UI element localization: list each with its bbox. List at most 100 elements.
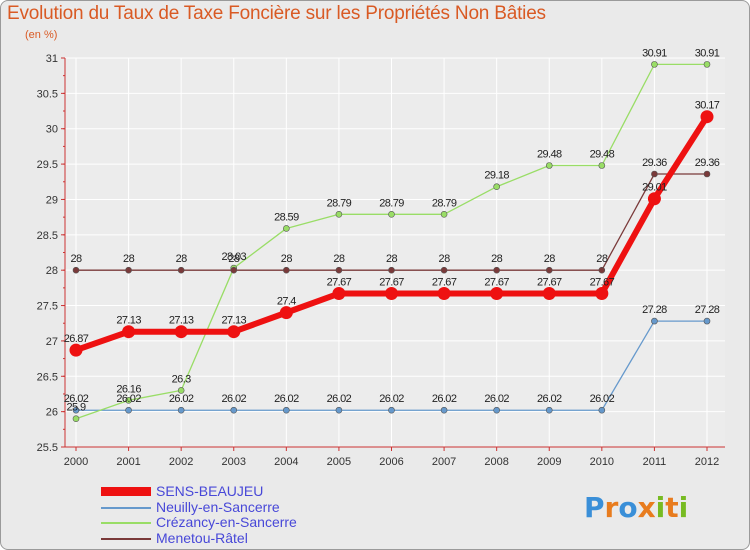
data-label-sens-beaujeu: 27.67 bbox=[590, 277, 615, 289]
logo-letter: P bbox=[584, 491, 605, 524]
data-point-crezancy-en-sancerre bbox=[598, 162, 606, 169]
data-point-menetou-ratel bbox=[230, 266, 238, 274]
data-label-sens-beaujeu: 27.67 bbox=[327, 277, 352, 289]
plot-area bbox=[65, 58, 725, 447]
tick-label-x: 2011 bbox=[643, 456, 667, 468]
data-label-neuilly-en-sancerre: 26.02 bbox=[484, 393, 509, 405]
data-label-menetou-ratel: 28 bbox=[123, 253, 135, 265]
data-point-menetou-ratel bbox=[545, 266, 553, 274]
data-point-menetou-ratel bbox=[493, 266, 500, 274]
data-label-menetou-ratel: 28 bbox=[491, 253, 503, 265]
data-label-menetou-ratel: 29.36 bbox=[642, 157, 667, 169]
data-label-sens-beaujeu: 27.13 bbox=[169, 315, 194, 327]
data-point-neuilly-en-sancerre bbox=[283, 406, 290, 414]
tick-label-y: 26.5 bbox=[37, 371, 58, 383]
data-label-crezancy-en-sancerre: 28.59 bbox=[274, 211, 299, 223]
data-point-neuilly-en-sancerre bbox=[72, 406, 80, 414]
data-point-sens-beaujeu bbox=[700, 110, 714, 124]
logo-letter: o bbox=[618, 491, 638, 524]
data-label-crezancy-en-sancerre: 29.18 bbox=[484, 170, 509, 182]
data-label-sens-beaujeu: 30.17 bbox=[695, 100, 720, 112]
data-label-crezancy-en-sancerre: 26.3 bbox=[172, 373, 191, 385]
legend-label-crezancy: Crézancy-en-Sancerre bbox=[156, 514, 297, 530]
logo-letter: i bbox=[655, 491, 666, 524]
data-point-neuilly-en-sancerre bbox=[177, 406, 185, 414]
data-point-menetou-ratel bbox=[125, 266, 132, 274]
data-point-sens-beaujeu bbox=[122, 325, 136, 339]
unit-label: (en %) bbox=[25, 29, 58, 41]
data-point-sens-beaujeu bbox=[385, 287, 398, 301]
data-label-crezancy-en-sancerre: 28.79 bbox=[432, 197, 457, 209]
data-label-menetou-ratel: 28 bbox=[333, 253, 345, 265]
data-label-crezancy-en-sancerre: 28.03 bbox=[221, 251, 246, 263]
tick-label-x: 2006 bbox=[379, 456, 403, 468]
data-label-neuilly-en-sancerre: 26.02 bbox=[221, 393, 246, 405]
legend-label-sens-beaujeu: SENS-BEAUJEU bbox=[156, 483, 264, 499]
data-label-menetou-ratel: 28 bbox=[281, 253, 293, 265]
data-label-sens-beaujeu: 27.4 bbox=[277, 296, 296, 308]
data-label-crezancy-en-sancerre: 30.91 bbox=[695, 47, 720, 59]
data-point-menetou-ratel bbox=[177, 266, 185, 274]
data-label-menetou-ratel: 28 bbox=[70, 253, 82, 265]
data-label-neuilly-en-sancerre: 26.02 bbox=[116, 393, 141, 405]
series-menetou-ratel bbox=[72, 170, 711, 274]
tick-label-x: 2009 bbox=[537, 456, 561, 468]
data-point-neuilly-en-sancerre bbox=[545, 406, 553, 414]
data-label-crezancy-en-sancerre: 26.16 bbox=[116, 383, 141, 395]
tick-label-x: 2000 bbox=[64, 456, 88, 468]
data-point-neuilly-en-sancerre bbox=[598, 406, 606, 414]
data-point-crezancy-en-sancerre bbox=[283, 225, 290, 232]
tick-label-x: 2004 bbox=[274, 456, 298, 468]
series-neuilly-en-sancerre bbox=[72, 317, 711, 414]
tick-label-y: 29.5 bbox=[37, 159, 58, 171]
tick-label-y: 27 bbox=[46, 336, 58, 348]
data-label-sens-beaujeu: 27.67 bbox=[537, 277, 562, 289]
data-point-neuilly-en-sancerre bbox=[335, 406, 343, 414]
data-label-menetou-ratel: 28 bbox=[544, 253, 556, 265]
logo-letter: i bbox=[678, 491, 689, 524]
tick-label-y: 26 bbox=[46, 407, 58, 419]
data-point-crezancy-en-sancerre bbox=[440, 211, 448, 218]
data-label-sens-beaujeu: 27.67 bbox=[379, 277, 404, 289]
data-label-neuilly-en-sancerre: 26.02 bbox=[432, 393, 457, 405]
tick-label-x: 2003 bbox=[222, 456, 246, 468]
data-point-menetou-ratel bbox=[651, 170, 658, 178]
data-point-neuilly-en-sancerre bbox=[651, 317, 658, 325]
tick-label-x: 2012 bbox=[695, 456, 719, 468]
legend-swatch-menetou bbox=[101, 538, 151, 540]
data-label-sens-beaujeu: 27.67 bbox=[484, 277, 509, 289]
data-point-menetou-ratel bbox=[335, 266, 343, 274]
tick-label-x: 2002 bbox=[169, 456, 193, 468]
data-point-menetou-ratel bbox=[440, 266, 448, 274]
legend-label-neuilly: Neuilly-en-Sancerre bbox=[156, 499, 280, 515]
data-point-neuilly-en-sancerre bbox=[493, 406, 500, 414]
data-point-neuilly-en-sancerre bbox=[230, 406, 238, 414]
data-point-sens-beaujeu bbox=[647, 192, 661, 206]
data-point-sens-beaujeu bbox=[595, 287, 609, 301]
data-label-neuilly-en-sancerre: 26.02 bbox=[327, 393, 352, 405]
data-point-menetou-ratel bbox=[72, 266, 80, 274]
data-point-neuilly-en-sancerre bbox=[388, 406, 395, 414]
logo-letter: t bbox=[665, 491, 679, 524]
data-label-crezancy-en-sancerre: 30.91 bbox=[642, 47, 667, 59]
tick-label-y: 29 bbox=[46, 194, 58, 206]
data-point-sens-beaujeu bbox=[174, 325, 188, 339]
legend-swatch-crezancy bbox=[101, 522, 151, 524]
data-point-crezancy-en-sancerre bbox=[703, 61, 711, 68]
tick-label-x: 2001 bbox=[116, 456, 140, 468]
data-label-neuilly-en-sancerre: 26.02 bbox=[537, 393, 562, 405]
data-label-sens-beaujeu: 27.13 bbox=[116, 315, 141, 327]
data-point-sens-beaujeu bbox=[490, 287, 504, 301]
data-point-sens-beaujeu bbox=[437, 287, 451, 301]
data-point-neuilly-en-sancerre bbox=[125, 406, 132, 414]
tick-label-x: 2010 bbox=[590, 456, 614, 468]
logo-letter: x bbox=[637, 491, 656, 524]
data-label-sens-beaujeu: 29.01 bbox=[642, 182, 667, 194]
data-label-neuilly-en-sancerre: 26.02 bbox=[379, 393, 404, 405]
data-label-crezancy-en-sancerre: 25.9 bbox=[66, 402, 85, 414]
data-point-crezancy-en-sancerre bbox=[125, 397, 132, 404]
data-point-sens-beaujeu bbox=[332, 287, 346, 301]
proxiti-logo: Proxiti bbox=[584, 491, 688, 524]
data-point-menetou-ratel bbox=[598, 266, 606, 274]
